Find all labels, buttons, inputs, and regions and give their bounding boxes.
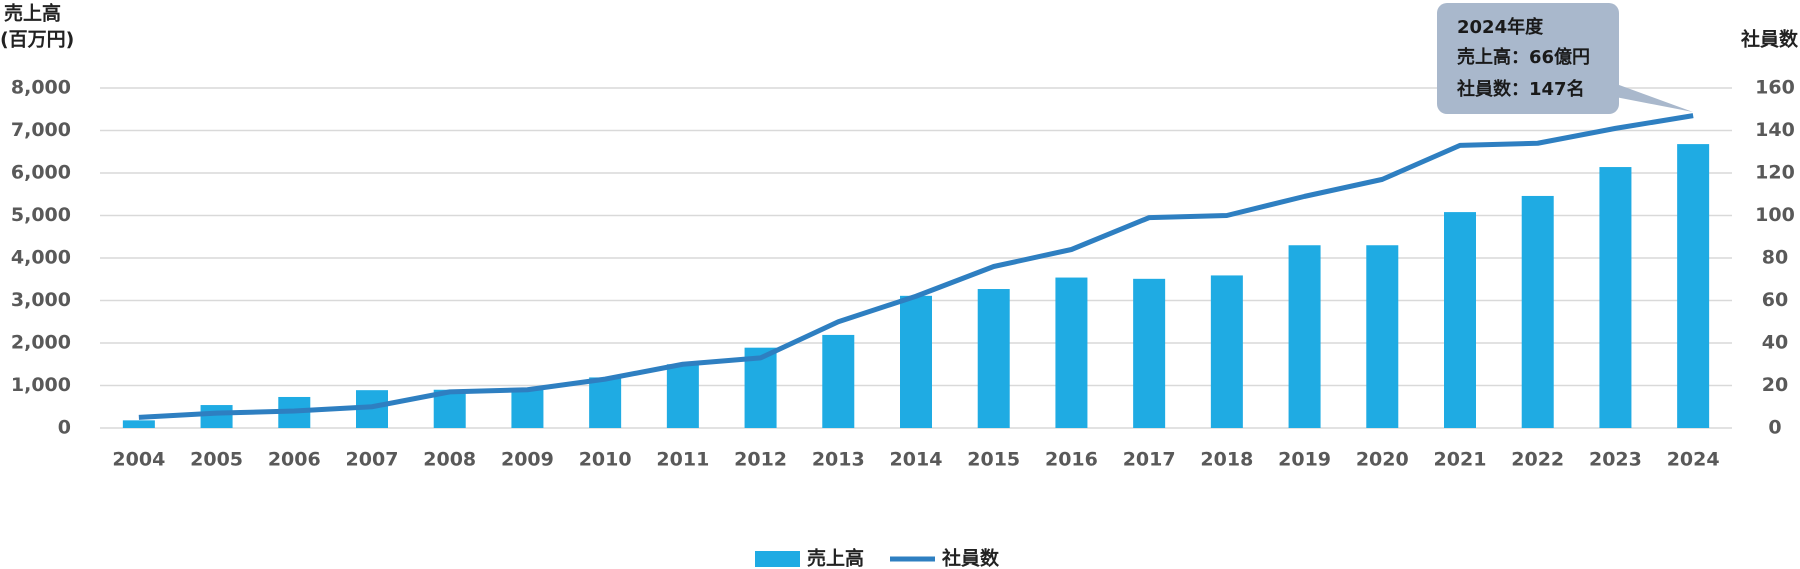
y-tick-label: 7,000	[11, 119, 71, 141]
x-tick-label: 2024	[1667, 449, 1720, 471]
annotation-text: 売上高：66億円	[1457, 46, 1590, 68]
annotation-text: 2024年度	[1457, 16, 1544, 38]
bar	[122, 420, 155, 428]
y-tick-label: 4,000	[11, 247, 71, 269]
y2-tick-label: 60	[1762, 289, 1788, 311]
bar	[1444, 212, 1476, 428]
y2-tick-label: 20	[1762, 374, 1788, 396]
x-tick-label: 2020	[1356, 449, 1409, 471]
y2-tick-label: 120	[1755, 162, 1795, 184]
x-tick-label: 2011	[656, 449, 709, 471]
y-tick-label: 2,000	[11, 332, 71, 354]
bar	[1677, 144, 1710, 428]
y2-tick-label: 140	[1755, 119, 1795, 141]
line	[138, 113, 1694, 420]
x-tick-label: 2005	[190, 449, 243, 471]
x-tick-label: 2013	[812, 449, 865, 471]
y-tick-label: 0	[58, 417, 71, 439]
y2-tick-label: 40	[1762, 332, 1788, 354]
bar	[1521, 195, 1554, 428]
x-tick-label: 2018	[1200, 449, 1253, 471]
annotation-box	[1437, 3, 1619, 114]
bar	[511, 388, 544, 428]
legend-label: 社員数	[941, 547, 1000, 569]
annotation-text: 社員数：147名	[1457, 78, 1585, 100]
bar	[977, 289, 1010, 428]
y-tick-label: 3,000	[11, 289, 71, 311]
bar	[1055, 277, 1088, 428]
y-tick-label: 6,000	[11, 162, 71, 184]
bar	[589, 377, 622, 428]
bar	[1288, 245, 1321, 428]
bar	[822, 334, 855, 428]
bar	[1366, 245, 1399, 428]
y2-tick-label: 0	[1768, 417, 1781, 439]
bar	[1210, 275, 1243, 428]
bar	[200, 405, 233, 428]
x-tick-label: 2008	[423, 449, 476, 471]
x-tick-label: 2006	[268, 449, 321, 471]
x-tick-label: 2016	[1045, 449, 1098, 471]
legend-swatch	[755, 551, 800, 567]
bar	[1133, 278, 1166, 428]
x-tick-label: 2015	[967, 449, 1020, 471]
y-axis-title: (百万円)	[0, 29, 74, 51]
x-tick-label: 2007	[346, 449, 399, 471]
x-tick-label: 2017	[1123, 449, 1176, 471]
y-tick-label: 1,000	[11, 374, 71, 396]
y-axis-title: 売上高	[4, 2, 61, 25]
x-tick-label: 2014	[890, 449, 943, 471]
y-tick-label: 8,000	[11, 77, 71, 99]
x-tick-label: 2021	[1434, 449, 1487, 471]
x-tick-label: 2010	[579, 449, 632, 471]
x-tick-label: 2022	[1511, 449, 1564, 471]
bar	[900, 295, 932, 428]
x-tick-label: 2019	[1278, 449, 1331, 471]
bar	[666, 364, 699, 428]
x-tick-label: 2023	[1589, 449, 1642, 471]
y2-tick-label: 160	[1755, 77, 1795, 99]
y2-tick-label: 100	[1755, 204, 1795, 226]
y2-axis-title: 社員数	[1740, 28, 1799, 51]
bar	[1599, 167, 1632, 429]
legend-label: 売上高	[807, 547, 864, 569]
x-tick-label: 2012	[734, 449, 787, 471]
x-tick-label: 2004	[112, 449, 165, 471]
x-tick-label: 2009	[501, 449, 554, 471]
y-tick-label: 5,000	[11, 204, 71, 226]
annotation-pointer	[1600, 78, 1693, 112]
y2-tick-label: 80	[1762, 247, 1788, 269]
